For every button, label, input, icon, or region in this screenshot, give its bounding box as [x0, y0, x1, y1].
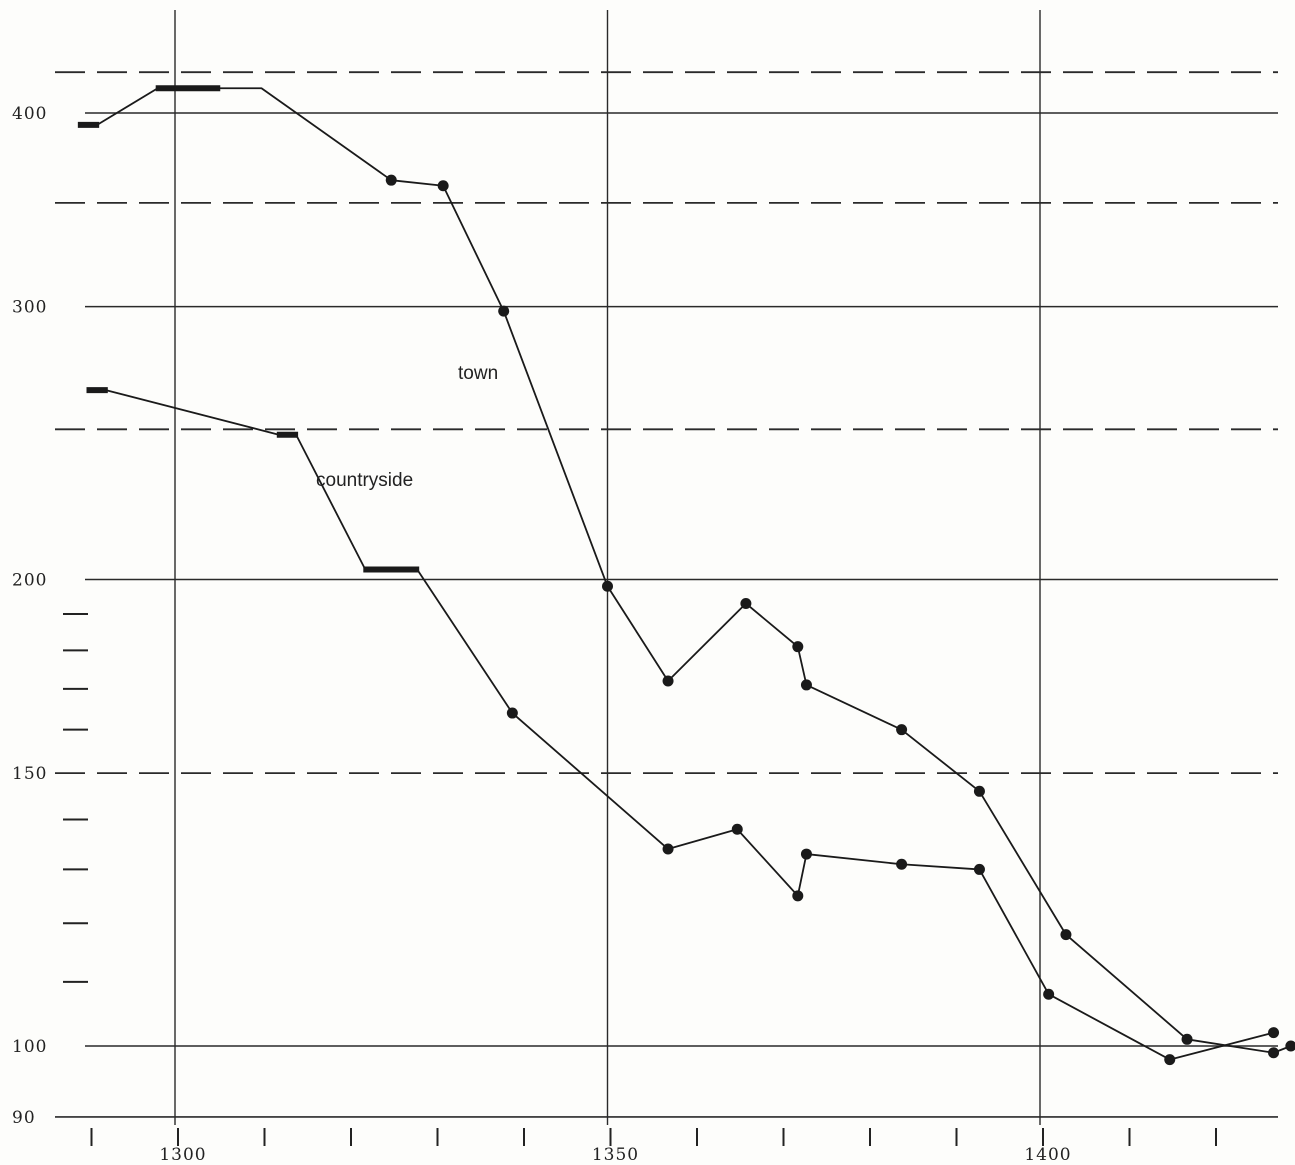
point-countryside-6 — [792, 890, 804, 902]
point-town-15 — [1268, 1047, 1280, 1059]
label-layer: 400 300 200 150 100 90 1300 1350 1400 town country… — [12, 104, 1071, 1165]
point-countryside-5 — [731, 823, 743, 835]
grid-layer — [55, 10, 1278, 1125]
point-town-13 — [1060, 929, 1072, 941]
x-tick-label-1300: 1300 — [159, 1145, 206, 1165]
series-line-countryside — [88, 389, 1274, 1061]
point-countryside-4 — [662, 843, 674, 855]
point-town-4 — [437, 180, 449, 192]
series-label-town: town — [458, 363, 498, 384]
point-town-7 — [662, 675, 674, 687]
y-tick-label-300: 300 — [12, 298, 47, 318]
point-town-10 — [800, 679, 812, 691]
y-tick-label-200: 200 — [12, 571, 47, 591]
point-town-16 — [1285, 1040, 1295, 1052]
point-town-9 — [792, 641, 804, 653]
point-town-5 — [498, 305, 510, 317]
series-layer — [77, 85, 1295, 1066]
point-town-11 — [896, 724, 908, 736]
point-countryside-7 — [800, 848, 812, 860]
point-town-6 — [602, 580, 613, 592]
y-tick-label-100: 100 — [12, 1037, 47, 1057]
point-town-12 — [973, 785, 985, 797]
point-town-3 — [385, 174, 397, 186]
y-tick-label-150: 150 — [12, 764, 47, 784]
tick-layer — [63, 613, 1217, 1146]
y-tick-label-90: 90 — [12, 1108, 36, 1128]
y-tick-label-400: 400 — [12, 104, 47, 124]
point-countryside-10 — [1043, 988, 1055, 1000]
series-countryside — [86, 387, 1280, 1066]
series-line-town — [79, 87, 1292, 1054]
point-town-8 — [740, 597, 752, 609]
point-countryside-3 — [506, 707, 518, 719]
x-tick-label-1350: 1350 — [592, 1145, 639, 1165]
point-countryside-12 — [1268, 1027, 1280, 1039]
point-countryside-11 — [1164, 1054, 1176, 1066]
x-tick-label-1400: 1400 — [1024, 1145, 1071, 1165]
series-label-countryside: countryside — [316, 470, 413, 491]
point-countryside-8 — [896, 858, 908, 870]
point-town-14 — [1181, 1033, 1193, 1045]
series-town — [77, 85, 1295, 1059]
point-countryside-9 — [973, 863, 985, 875]
